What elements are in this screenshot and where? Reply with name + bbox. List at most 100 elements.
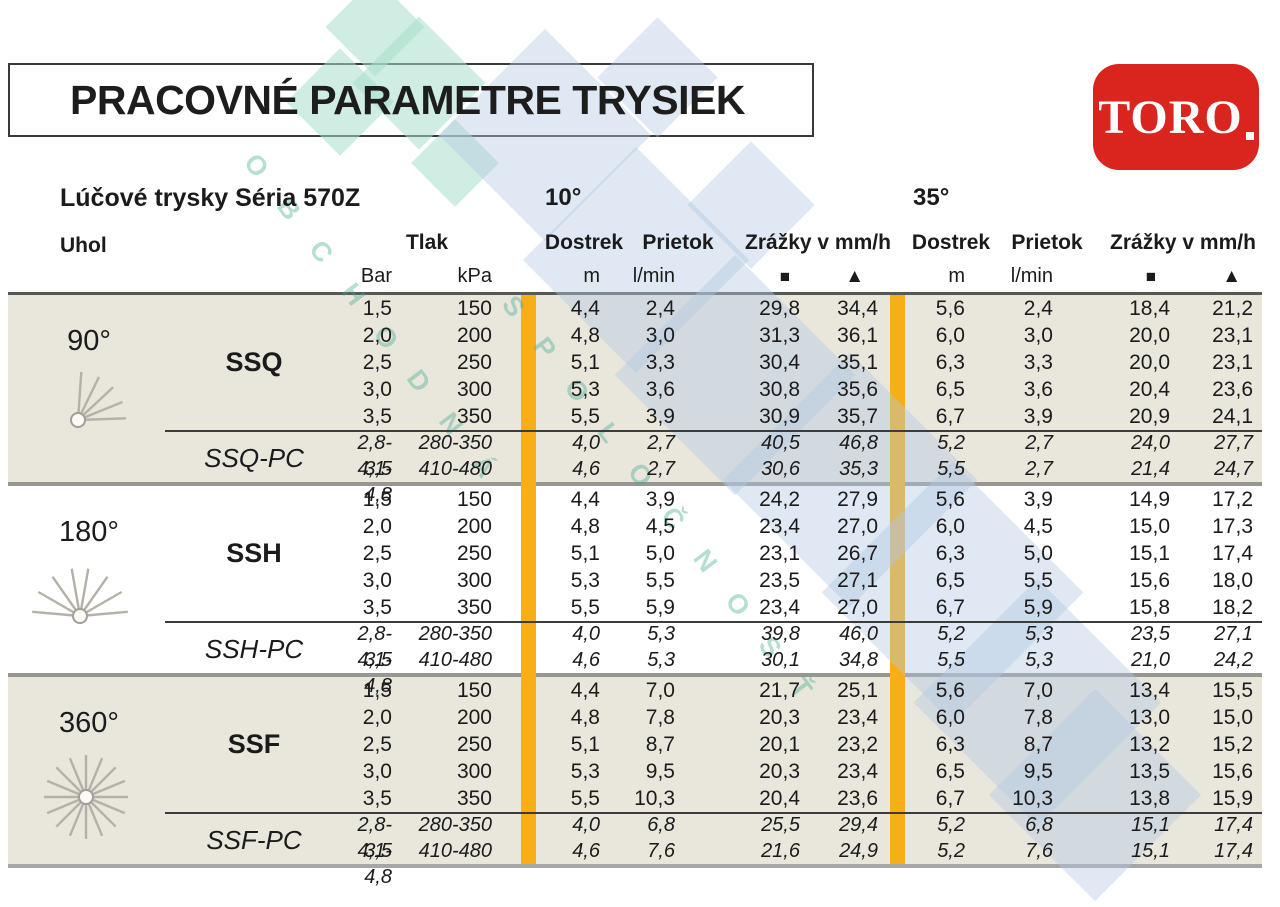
angle-label: 360°	[59, 707, 119, 739]
trajectory-35-label: 35°	[913, 184, 950, 211]
cell-zrazky-10-triangle: 23,2	[837, 733, 878, 756]
cell-zrazky-10-square: 30,6	[761, 458, 800, 480]
cell-dostrek-35: 5,6	[935, 297, 965, 320]
cell-zrazky-35-square: 21,4	[1131, 458, 1170, 480]
pc-table-row: 4,1-4,8 410-480 4,6 7,6 21,6 24,9 5,2 7,6 15,1 17…	[338, 838, 1262, 888]
cell-zrazky-35-square: 20,9	[1129, 405, 1170, 428]
cell-zrazky-35-triangle: 17,4	[1214, 814, 1253, 836]
cell-prietok-10: 2,7	[647, 432, 675, 454]
cell-prietok-35: 7,8	[1023, 706, 1053, 729]
cell-dostrek-10: 4,0	[572, 814, 600, 836]
cell-zrazky-10-square: 40,5	[761, 432, 800, 454]
spacer-cell	[518, 322, 548, 349]
spacer-cell	[518, 704, 548, 731]
unit-lmin-10: l/min	[632, 265, 675, 287]
triangle-symbol-icon: ▲	[845, 266, 864, 287]
title-box: PRACOVNÉ PARAMETRE TRYSIEK	[8, 63, 814, 137]
cell-bar: 3,0	[362, 378, 392, 401]
spacer-cell	[518, 785, 548, 812]
table-row: 3,5 350 5,5 5,9 23,4 27,0 6,7 5,9 15,8 18,2	[338, 594, 1262, 621]
cell-dostrek-35: 5,5	[937, 458, 965, 480]
cell-dostrek-35: 6,3	[935, 542, 965, 565]
cell-prietok-10: 3,6	[645, 378, 675, 401]
cell-zrazky-35-square: 20,0	[1129, 351, 1170, 374]
spacer-cell	[888, 677, 914, 704]
cell-prietok-35: 5,9	[1023, 596, 1053, 619]
unit-m-10: m	[583, 265, 600, 287]
spacer-cell	[888, 594, 914, 621]
pc-rows: 2,8-3,5 280-350 4,0 2,7 40,5 46,8 5,2 2,7 24,0 27…	[338, 430, 1262, 506]
spacer-cell	[888, 513, 914, 540]
spacer-cell	[518, 403, 548, 430]
pc-rows: 2,8-3,5 280-350 4,0 6,8 25,5 29,4 5,2 6,8 15,1 17…	[338, 812, 1262, 888]
table-row: 3,0 300 5,3 5,5 23,5 27,1 6,5 5,5 15,6 18,0	[338, 567, 1262, 594]
spacer-cell	[888, 567, 914, 594]
toro-logo-text: TORO	[1098, 90, 1243, 144]
cell-bar: 2,8-3,5	[357, 432, 392, 480]
cell-dostrek-35: 5,6	[935, 488, 965, 511]
cell-zrazky-35-triangle: 21,2	[1212, 297, 1253, 320]
cell-bar: 1,5	[362, 297, 392, 320]
cell-zrazky-10-triangle: 27,0	[837, 596, 878, 619]
cell-zrazky-10-triangle: 26,7	[837, 542, 878, 565]
cell-dostrek-10: 4,4	[570, 488, 600, 511]
cell-dostrek-35: 5,2	[937, 432, 965, 454]
cell-prietok-35: 7,6	[1025, 840, 1053, 862]
cell-zrazky-35-triangle: 15,2	[1212, 733, 1253, 756]
column-header-zrazky-35: Zrážky v mm/h	[1110, 231, 1256, 254]
cell-zrazky-10-triangle: 23,6	[837, 787, 878, 810]
spacer-cell	[518, 838, 548, 890]
model-rows: 1,5 150 4,4 7,0 21,7 25,1 5,6 7,0 13,4 15,5 2,0 200…	[338, 677, 1262, 812]
table-row: 1,5 150 4,4 3,9 24,2 27,9 5,6 3,9 14,9 17,2	[338, 486, 1262, 513]
table-row: 2,5 250 5,1 5,0 23,1 26,7 6,3 5,0 15,1 17,4	[338, 540, 1262, 567]
column-header-dostrek-10: Dostrek	[544, 231, 624, 254]
spacer-cell	[888, 731, 914, 758]
angle-cell: 90°	[8, 295, 170, 482]
spacer	[518, 261, 548, 292]
cell-kpa: 410-480	[418, 840, 492, 862]
cell-zrazky-10-square: 30,1	[761, 649, 800, 671]
cell-zrazky-35-triangle: 24,1	[1212, 405, 1253, 428]
spacer-cell	[888, 349, 914, 376]
model-name: SSH	[226, 538, 282, 568]
cell-dostrek-35: 6,0	[935, 706, 965, 729]
angle-cell: 360°	[8, 677, 170, 864]
cell-bar: 1,5	[362, 679, 392, 702]
cell-bar: 3,5	[362, 596, 392, 619]
cell-bar: 2,5	[362, 351, 392, 374]
unit-bar: Bar	[360, 265, 392, 287]
cell-dostrek-10: 5,5	[570, 596, 600, 619]
cell-zrazky-10-square: 39,8	[761, 623, 800, 645]
cell-prietok-10: 5,5	[645, 569, 675, 592]
cell-dostrek-10: 4,4	[570, 297, 600, 320]
table-row: 3,5 350 5,5 10,3 20,4 23,6 6,7 10,3 13,8 15,9	[338, 785, 1262, 812]
trajectory-10-label: 10°	[545, 184, 582, 211]
angle-cell: 180°	[8, 486, 170, 673]
cell-bar: 2,0	[362, 324, 392, 347]
cell-zrazky-35-triangle: 27,7	[1214, 432, 1253, 454]
cell-zrazky-10-square: 20,1	[759, 733, 800, 756]
cell-dostrek-35: 5,2	[937, 840, 965, 862]
cell-kpa: 200	[456, 515, 492, 538]
cell-prietok-10: 4,5	[645, 515, 675, 538]
unit-kpa: kPa	[457, 265, 492, 287]
cell-zrazky-10-triangle: 23,4	[837, 760, 878, 783]
column-header-uhol: Uhol	[60, 234, 107, 257]
column-header-prietok-35: Prietok	[1011, 231, 1083, 254]
spacer	[888, 261, 914, 292]
cell-kpa: 150	[456, 679, 492, 702]
cell-zrazky-35-square: 21,0	[1131, 649, 1170, 671]
cell-zrazky-10-triangle: 34,8	[839, 649, 878, 671]
cell-zrazky-35-triangle: 15,6	[1212, 760, 1253, 783]
cell-zrazky-35-triangle: 23,1	[1212, 351, 1253, 374]
cell-dostrek-35: 5,2	[937, 814, 965, 836]
toro-logo-dot	[1245, 132, 1254, 140]
cell-zrazky-10-triangle: 23,4	[837, 706, 878, 729]
cell-zrazky-10-square: 23,5	[759, 569, 800, 592]
spacer-cell	[888, 322, 914, 349]
cell-zrazky-10-square: 24,2	[759, 488, 800, 511]
cell-zrazky-10-triangle: 27,9	[837, 488, 878, 511]
spacer-cell	[888, 758, 914, 785]
pc-model-name: SSQ-PC	[204, 442, 304, 473]
